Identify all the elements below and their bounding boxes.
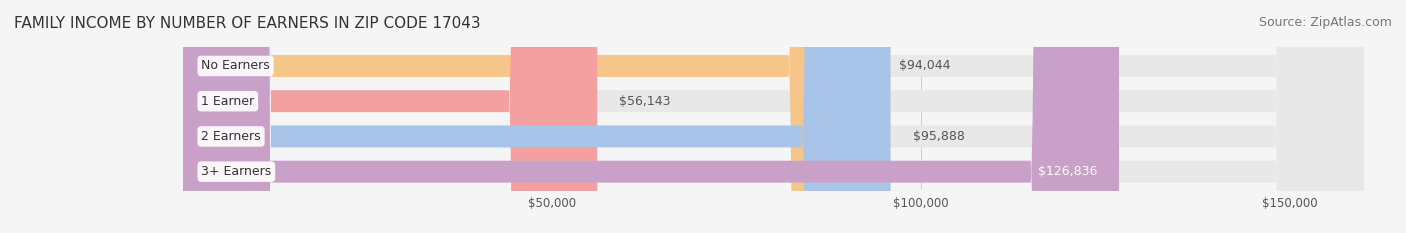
Text: $94,044: $94,044 [898,59,950,72]
FancyBboxPatch shape [183,0,1364,233]
FancyBboxPatch shape [183,0,1119,233]
Text: 1 Earner: 1 Earner [201,95,254,108]
FancyBboxPatch shape [183,0,1364,233]
Text: 2 Earners: 2 Earners [201,130,262,143]
FancyBboxPatch shape [183,0,877,233]
FancyBboxPatch shape [183,0,1364,233]
FancyBboxPatch shape [183,0,1364,233]
FancyBboxPatch shape [183,0,890,233]
Text: $95,888: $95,888 [912,130,965,143]
Text: 3+ Earners: 3+ Earners [201,165,271,178]
Text: No Earners: No Earners [201,59,270,72]
Text: Source: ZipAtlas.com: Source: ZipAtlas.com [1258,16,1392,29]
Text: FAMILY INCOME BY NUMBER OF EARNERS IN ZIP CODE 17043: FAMILY INCOME BY NUMBER OF EARNERS IN ZI… [14,16,481,31]
FancyBboxPatch shape [183,0,598,233]
Text: $56,143: $56,143 [620,95,671,108]
Text: $126,836: $126,836 [1038,165,1097,178]
